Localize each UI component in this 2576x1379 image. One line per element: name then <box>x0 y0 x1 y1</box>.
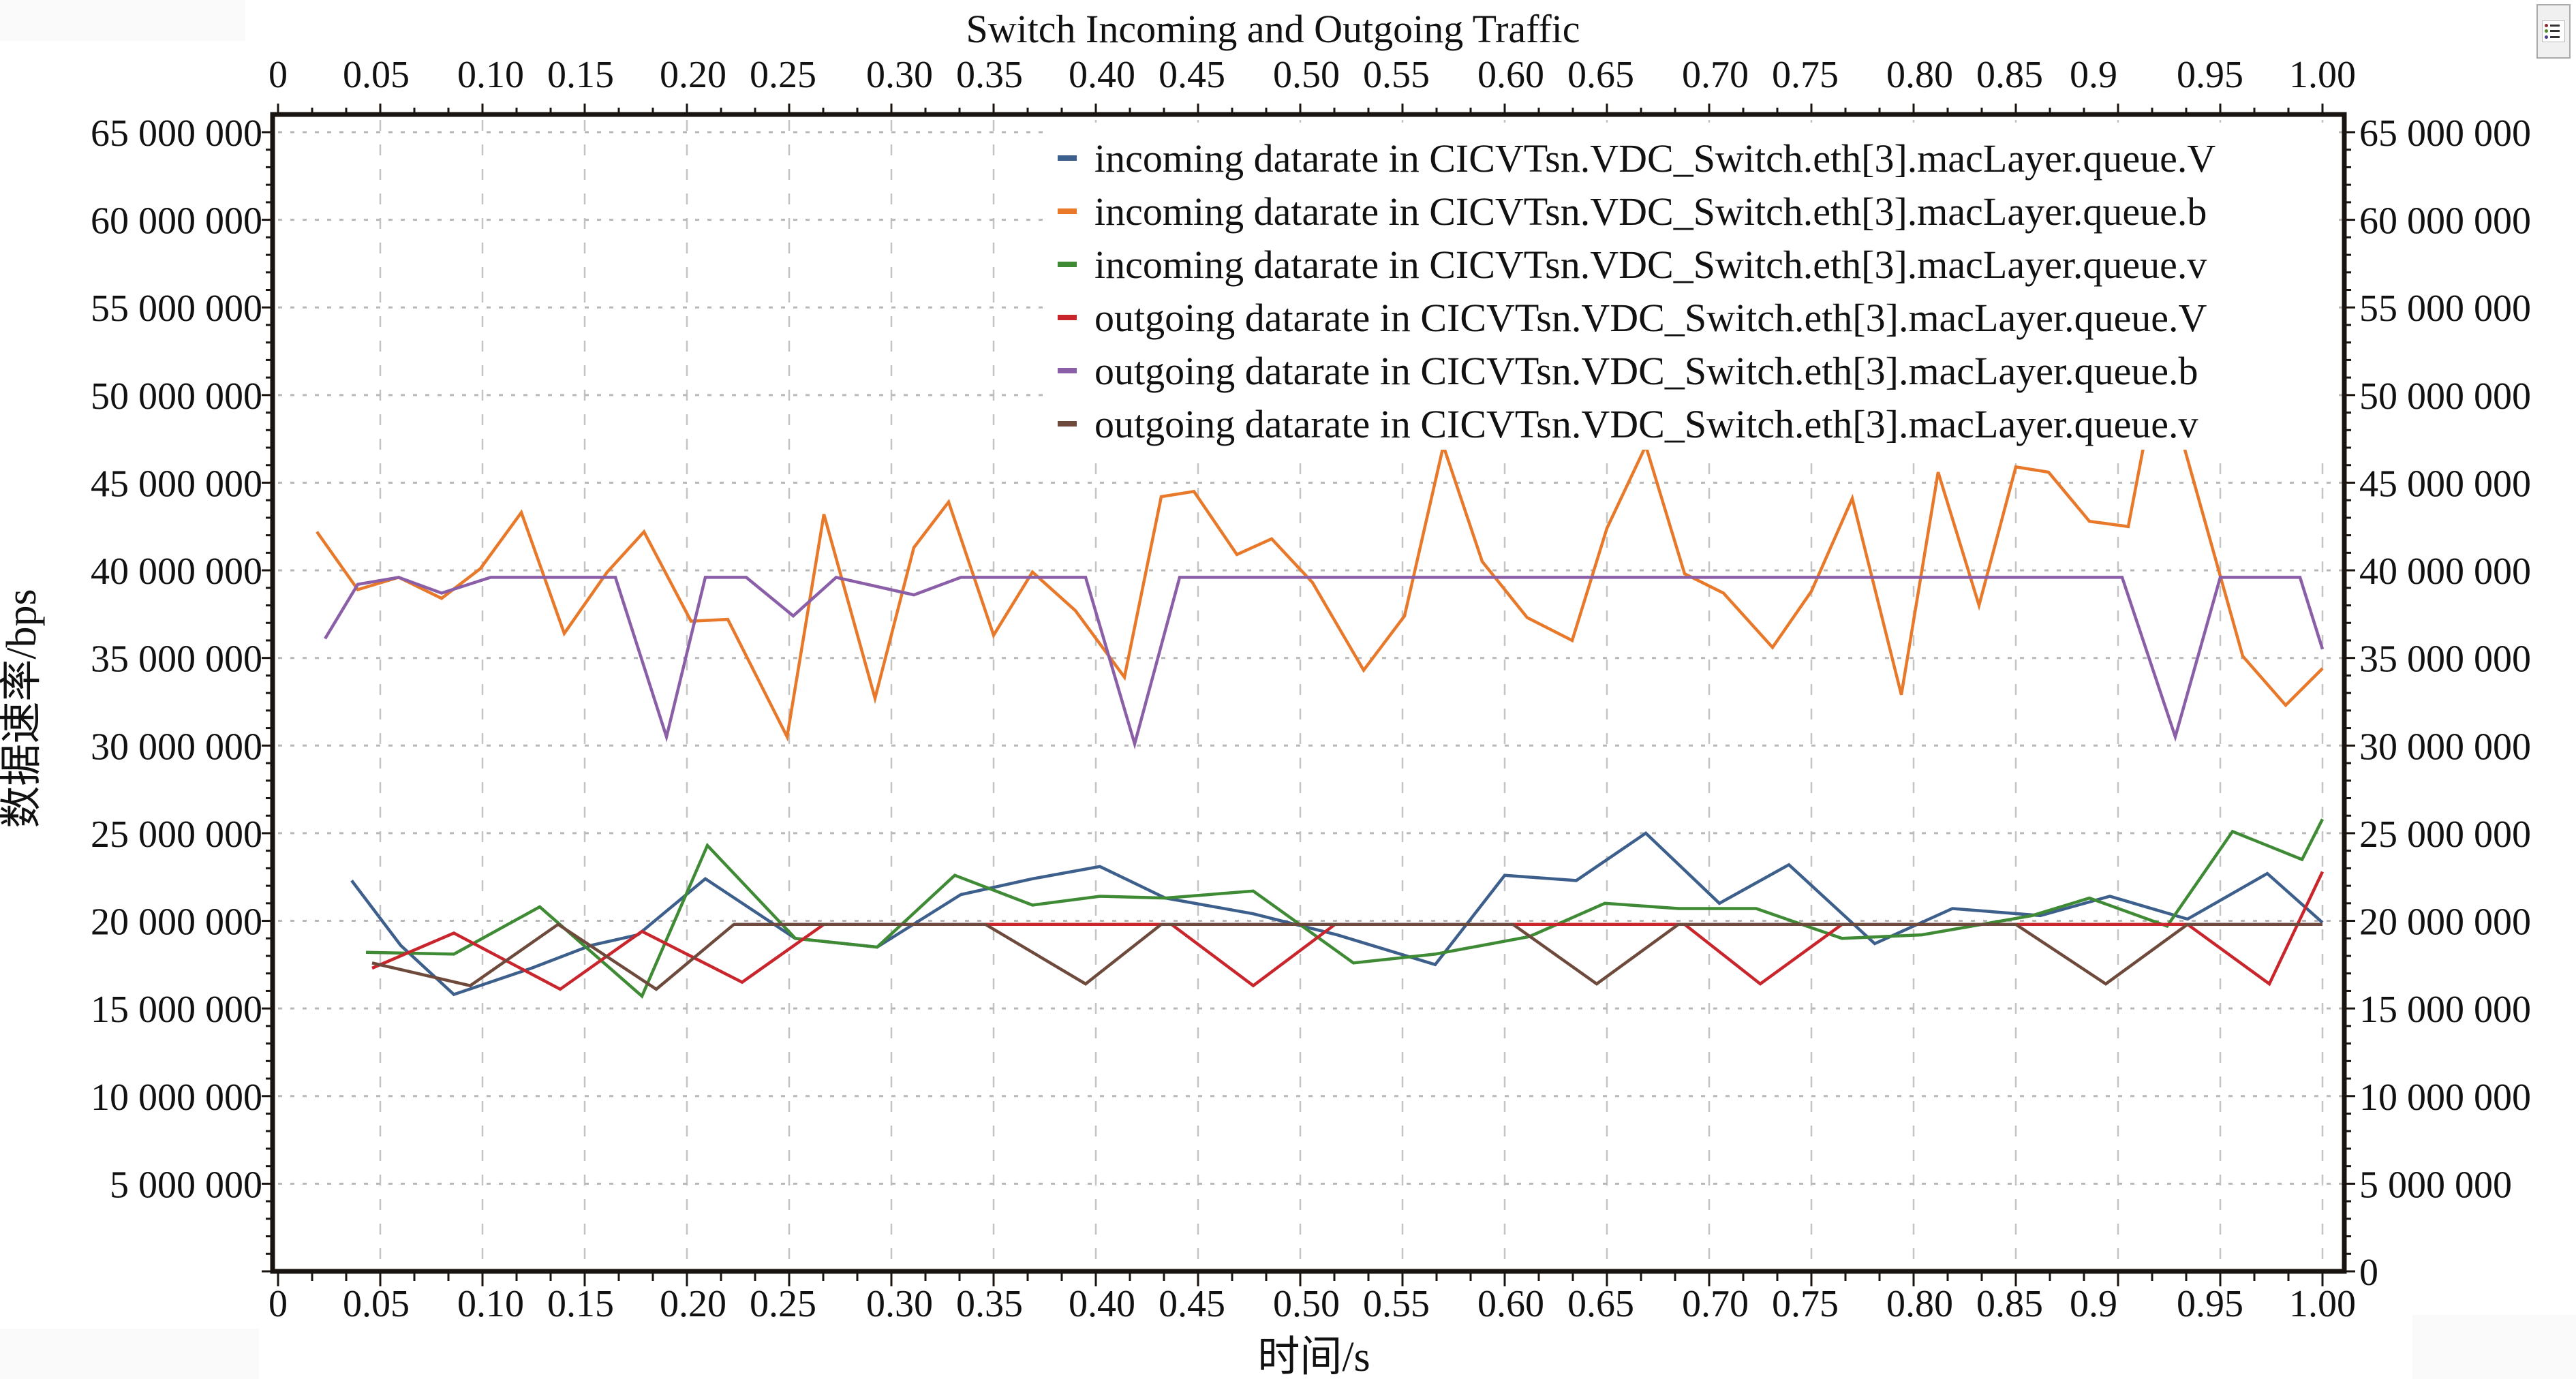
y-right-tick-label: 20 000 000 <box>2359 901 2531 944</box>
axes: 0 0 0.05 0.05 0.10 0.10 0.15 0.15 0.20 0.20 0.25 0.… <box>91 54 2531 1325</box>
x-top-tick-label: 0.10 <box>457 54 524 96</box>
legend-box <box>1049 123 2337 450</box>
y-left-tick-label: 40 000 000 <box>91 551 262 593</box>
y-left-tick-label: 35 000 000 <box>91 638 262 681</box>
y-right-tick-label: 50 000 000 <box>2359 375 2531 418</box>
x-bottom-tick-label: 0.35 <box>956 1283 1023 1325</box>
y-left-tick-label: 5 000 000 <box>110 1164 262 1206</box>
bottom-right-blank-panel <box>2412 1315 2576 1379</box>
legend-list-icon <box>2542 20 2565 42</box>
x-bottom-tick-label: 0.85 <box>1976 1283 2043 1325</box>
legend-label: incoming datarate in CICVTsn.VDC_Switch.… <box>1094 189 2207 234</box>
y-left-tick-label: 60 000 000 <box>91 200 262 243</box>
x-bottom-tick-label: 0.55 <box>1363 1283 1430 1325</box>
x-top-tick-label: 0.70 <box>1682 54 1749 96</box>
legend-label: outgoing datarate in CICVTsn.VDC_Switch.… <box>1094 349 2198 393</box>
chart-title: Switch Incoming and Outgoing Traffic <box>966 7 1580 51</box>
x-top-tick-label: 0.9 <box>2070 54 2117 96</box>
y-axis-label: 数据速率/bps <box>0 589 45 828</box>
x-top-tick-label: 0 <box>269 54 288 96</box>
x-bottom-tick-label: 0 <box>269 1283 288 1325</box>
y-right-tick-label: 25 000 000 <box>2359 814 2531 856</box>
y-right-tick-label: 55 000 000 <box>2359 288 2531 330</box>
x-top-tick-label: 0.80 <box>1886 54 1953 96</box>
x-bottom-tick-label: 1.00 <box>2289 1283 2356 1325</box>
x-top-tick-label: 0.45 <box>1159 54 1225 96</box>
y-left-tick-label: 15 000 000 <box>91 989 262 1031</box>
x-top-tick-label: 0.60 <box>1477 54 1544 96</box>
legend: incoming datarate in CICVTsn.VDC_Switch.… <box>1049 123 2337 450</box>
series-line-6 <box>371 922 2322 991</box>
x-axis-label: 时间/s <box>1257 1334 1370 1379</box>
x-bottom-tick-label: 0.15 <box>547 1283 614 1325</box>
bottom-left-blank-panel <box>0 1329 259 1379</box>
y-right-tick-label: 30 000 000 <box>2359 726 2531 768</box>
x-bottom-tick-label: 0.95 <box>2177 1283 2243 1325</box>
x-bottom-tick-label: 0.30 <box>866 1283 933 1325</box>
y-left-tick-label: 20 000 000 <box>91 901 262 944</box>
x-bottom-tick-label: 0.60 <box>1477 1283 1544 1325</box>
y-right-zero-label: 0 <box>2359 1252 2378 1294</box>
y-left-tick-label: 10 000 000 <box>91 1076 262 1119</box>
y-left-tick-label: 65 000 000 <box>91 112 262 155</box>
x-bottom-tick-label: 0.05 <box>343 1283 410 1325</box>
y-right-tick-label: 5 000 000 <box>2359 1164 2512 1206</box>
y-right-tick-label: 10 000 000 <box>2359 1076 2531 1119</box>
x-bottom-tick-label: 0.9 <box>2070 1283 2117 1325</box>
x-top-tick-label: 0.85 <box>1976 54 2043 96</box>
x-top-tick-label: 0.75 <box>1772 54 1839 96</box>
x-bottom-tick-label: 0.10 <box>457 1283 524 1325</box>
x-top-tick-label: 0.20 <box>660 54 726 96</box>
x-top-tick-label: 0.35 <box>956 54 1023 96</box>
x-bottom-tick-label: 0.20 <box>660 1283 726 1325</box>
x-bottom-tick-label: 0.70 <box>1682 1283 1749 1325</box>
x-bottom-tick-label: 0.50 <box>1273 1283 1340 1325</box>
series-line-2 <box>316 429 2324 742</box>
x-bottom-tick-label: 0.80 <box>1886 1283 1953 1325</box>
x-bottom-tick-label: 0.25 <box>750 1283 816 1325</box>
x-top-tick-label: 0.05 <box>343 54 410 96</box>
y-left-tick-label: 30 000 000 <box>91 726 262 768</box>
x-bottom-tick-label: 0.45 <box>1159 1283 1225 1325</box>
x-top-tick-label: 0.30 <box>866 54 933 96</box>
legend-label: incoming datarate in CICVTsn.VDC_Switch.… <box>1094 243 2207 287</box>
legend-label: incoming datarate in CICVTsn.VDC_Switch.… <box>1094 136 2215 181</box>
legend-label: outgoing datarate in CICVTsn.VDC_Switch.… <box>1094 296 2207 340</box>
series-line-4 <box>371 871 2325 991</box>
x-top-tick-label: 1.00 <box>2289 54 2356 96</box>
y-right-tick-label: 35 000 000 <box>2359 638 2531 681</box>
y-right-tick-label: 15 000 000 <box>2359 989 2531 1031</box>
x-top-tick-label: 0.40 <box>1069 54 1135 96</box>
y-left-tick-label: 55 000 000 <box>91 288 262 330</box>
x-top-tick-label: 0.50 <box>1273 54 1340 96</box>
x-bottom-tick-label: 0.75 <box>1772 1283 1839 1325</box>
x-bottom-tick-label: 0.65 <box>1567 1283 1634 1325</box>
x-top-tick-label: 0.15 <box>547 54 614 96</box>
x-top-tick-label: 0.65 <box>1567 54 1634 96</box>
y-right-tick-label: 65 000 000 <box>2359 112 2531 155</box>
top-left-blank-panel <box>0 0 245 41</box>
x-top-tick-label: 0.55 <box>1363 54 1430 96</box>
y-left-tick-label: 45 000 000 <box>91 463 262 505</box>
y-right-tick-label: 45 000 000 <box>2359 463 2531 505</box>
x-bottom-tick-label: 0.40 <box>1069 1283 1135 1325</box>
y-right-tick-label: 40 000 000 <box>2359 551 2531 593</box>
series-line-3 <box>365 818 2325 999</box>
y-left-tick-label: 25 000 000 <box>91 814 262 856</box>
series-line-5 <box>324 575 2325 749</box>
x-top-tick-label: 0.95 <box>2177 54 2243 96</box>
y-right-tick-label: 60 000 000 <box>2359 200 2531 243</box>
legend-toggle-button[interactable] <box>2536 4 2571 59</box>
labels: Switch Incoming and Outgoing Traffic 时间/… <box>0 7 1580 1379</box>
legend-label: outgoing datarate in CICVTsn.VDC_Switch.… <box>1094 402 2198 446</box>
y-left-tick-label: 50 000 000 <box>91 375 262 418</box>
x-top-tick-label: 0.25 <box>750 54 816 96</box>
series-lines <box>316 429 2325 999</box>
